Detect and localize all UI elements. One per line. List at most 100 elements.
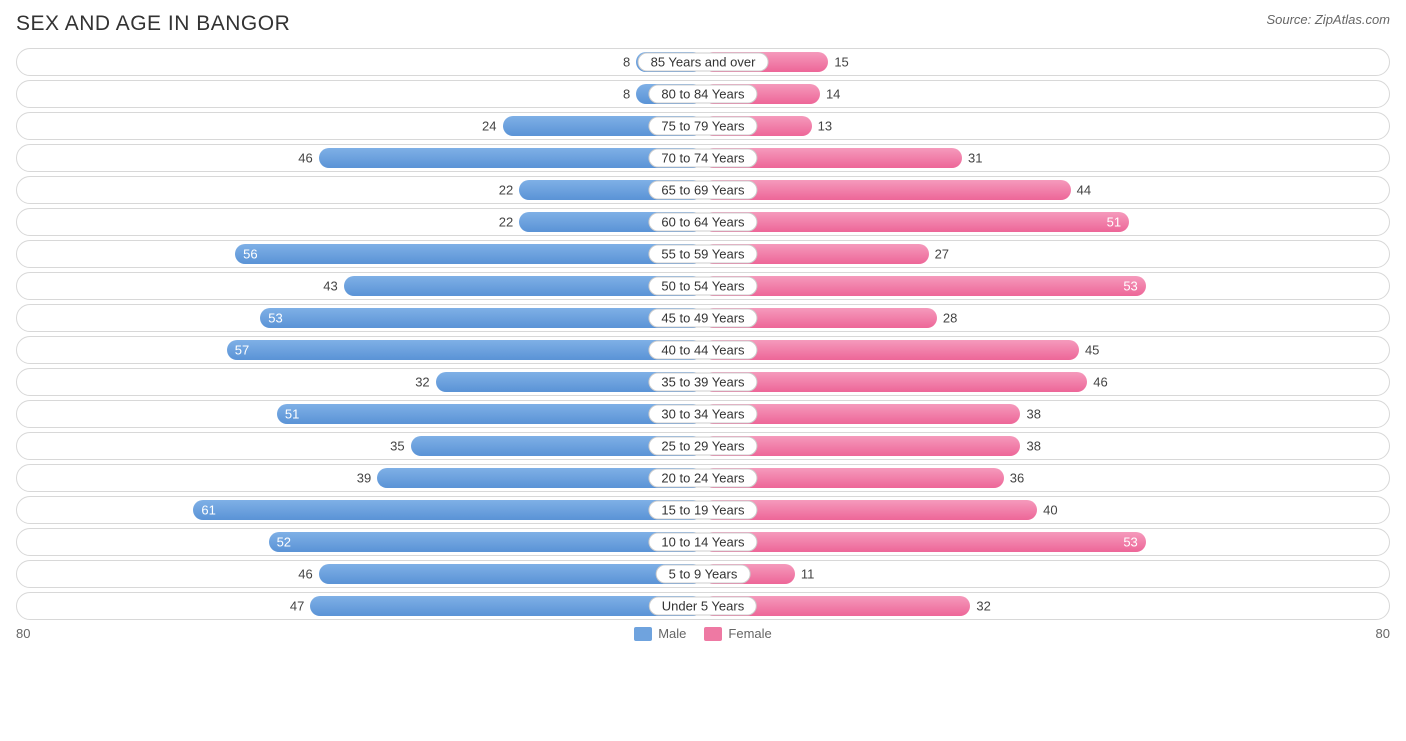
chart-row: 24 13 75 to 79 Years [16,112,1390,140]
chart-row: 8 15 85 Years and over [16,48,1390,76]
category-label: 65 to 69 Years [648,181,757,200]
legend: Male Female [634,626,772,641]
value-female: 28 [943,311,957,326]
chart-row: 35 38 25 to 29 Years [16,432,1390,460]
chart-row: 46 31 70 to 74 Years [16,144,1390,172]
bar-male: 51 [277,404,703,424]
category-label: 85 Years and over [638,53,769,72]
value-female: 27 [935,247,949,262]
value-male: 22 [499,215,513,230]
value-female: 14 [826,87,840,102]
bar-male [319,148,703,168]
value-female: 36 [1010,471,1024,486]
value-male: 56 [235,247,265,262]
chart-rows: 8 15 85 Years and over 8 14 80 to 84 Years 24 1… [16,48,1390,620]
chart-header: SEX AND AGE IN BANGOR Source: ZipAtlas.c… [16,12,1390,36]
value-male: 8 [623,55,630,70]
bar-female: 53 [703,276,1146,296]
value-female: 15 [834,55,848,70]
chart-row: 8 14 80 to 84 Years [16,80,1390,108]
value-female: 45 [1085,343,1099,358]
bar-male: 53 [260,308,703,328]
axis-max-right: 80 [1350,626,1390,641]
value-male: 46 [298,151,312,166]
legend-item-female: Female [704,626,771,641]
value-male: 39 [357,471,371,486]
value-male: 22 [499,183,513,198]
category-label: 30 to 34 Years [648,405,757,424]
value-male: 35 [390,439,404,454]
chart-row: 40 61 15 to 19 Years [16,496,1390,524]
value-female: 32 [976,599,990,614]
chart-title: SEX AND AGE IN BANGOR [16,12,290,36]
category-label: 20 to 24 Years [648,469,757,488]
chart-row: 43 53 50 to 54 Years [16,272,1390,300]
category-label: 75 to 79 Years [648,117,757,136]
value-female: 44 [1077,183,1091,198]
bar-female: 53 [703,532,1146,552]
value-male: 57 [227,343,257,358]
category-label: Under 5 Years [649,597,757,616]
chart-row: 22 44 65 to 69 Years [16,176,1390,204]
value-male: 46 [298,567,312,582]
bar-male: 57 [227,340,703,360]
category-label: 35 to 39 Years [648,373,757,392]
value-female: 38 [1026,407,1040,422]
bar-male: 56 [235,244,703,264]
value-female: 31 [968,151,982,166]
category-label: 40 to 44 Years [648,341,757,360]
value-female: 38 [1026,439,1040,454]
bar-female [703,372,1087,392]
category-label: 50 to 54 Years [648,277,757,296]
category-label: 70 to 74 Years [648,149,757,168]
value-female: 40 [1043,503,1057,518]
category-label: 10 to 14 Years [648,533,757,552]
category-label: 80 to 84 Years [648,85,757,104]
value-female: 11 [801,567,815,582]
category-label: 55 to 59 Years [648,245,757,264]
bar-male: 61 [193,500,703,520]
category-label: 45 to 49 Years [648,309,757,328]
chart-row: 45 57 40 to 44 Years [16,336,1390,364]
category-label: 25 to 29 Years [648,437,757,456]
value-female: 53 [1115,535,1145,550]
value-male: 53 [260,311,290,326]
chart-row: 39 36 20 to 24 Years [16,464,1390,492]
value-male: 8 [623,87,630,102]
axis-max-left: 80 [16,626,56,641]
value-male: 47 [290,599,304,614]
bar-male: 52 [269,532,703,552]
bar-male [319,564,703,584]
chart-row: 52 53 10 to 14 Years [16,528,1390,556]
chart-row: 47 32 Under 5 Years [16,592,1390,620]
chart-source: Source: ZipAtlas.com [1266,12,1390,27]
legend-swatch-female [704,627,722,641]
chart-row: 28 53 45 to 49 Years [16,304,1390,332]
value-male: 61 [193,503,223,518]
value-male: 24 [482,119,496,134]
value-female: 51 [1099,215,1129,230]
chart-row: 22 51 60 to 64 Years [16,208,1390,236]
category-label: 5 to 9 Years [656,565,751,584]
legend-swatch-male [634,627,652,641]
legend-label-female: Female [728,626,771,641]
legend-label-male: Male [658,626,686,641]
legend-item-male: Male [634,626,686,641]
chart-row: 27 56 55 to 59 Years [16,240,1390,268]
value-female: 53 [1115,279,1145,294]
value-male: 43 [323,279,337,294]
chart-row: 38 51 30 to 34 Years [16,400,1390,428]
value-male: 52 [269,535,299,550]
bar-female [703,180,1071,200]
value-male: 51 [277,407,307,422]
value-female: 46 [1093,375,1107,390]
value-male: 32 [415,375,429,390]
category-label: 60 to 64 Years [648,213,757,232]
bar-female: 51 [703,212,1129,232]
category-label: 15 to 19 Years [648,501,757,520]
bar-male [310,596,703,616]
chart-footer: 80 Male Female 80 [16,626,1390,641]
value-female: 13 [818,119,832,134]
chart-row: 46 11 5 to 9 Years [16,560,1390,588]
bar-female [703,340,1079,360]
